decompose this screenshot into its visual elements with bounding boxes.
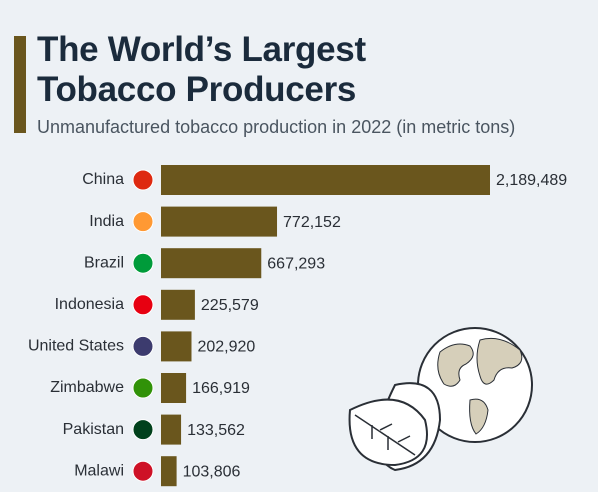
bar [161,414,182,445]
category-label: Malawi [74,462,124,479]
accent-bar [14,36,26,133]
flag-icon [132,419,154,441]
value-label: 667,293 [267,255,325,272]
flag-icon [132,211,154,233]
value-label: 166,919 [192,380,250,397]
value-label: 772,152 [283,214,341,231]
bar [161,373,187,403]
illustration [348,327,533,472]
value-label: 225,579 [201,297,259,314]
value-label: 133,562 [187,422,245,439]
leaf [348,398,428,467]
bar [161,206,278,237]
globe-land [437,343,474,387]
value-label: 2,189,489 [496,172,567,189]
flag-icon [132,169,154,191]
globe-land [476,337,523,385]
flag-icon [132,335,154,357]
bar [161,331,192,362]
globe-land [469,398,489,435]
category-label: Zimbabwe [50,379,124,396]
bar [161,456,177,487]
value-label: 103,806 [183,463,241,480]
flag-icon [132,377,154,399]
flag-icon [132,252,154,274]
bar [161,248,262,279]
chart-subtitle: Unmanufactured tobacco production in 202… [37,117,516,137]
flag-icon [132,460,154,482]
flag-icon [132,294,154,316]
leaf-vein [354,414,416,456]
bar [161,289,195,320]
category-label: China [82,171,124,188]
chart-title: The World’s Largest Tobacco Producers [37,30,366,109]
category-label: Indonesia [55,296,124,313]
category-label: Brazil [84,254,124,271]
bar [161,165,490,195]
category-label: India [89,213,124,230]
category-label: Pakistan [63,421,124,438]
category-label: United States [28,338,124,355]
value-label: 202,920 [197,339,255,356]
